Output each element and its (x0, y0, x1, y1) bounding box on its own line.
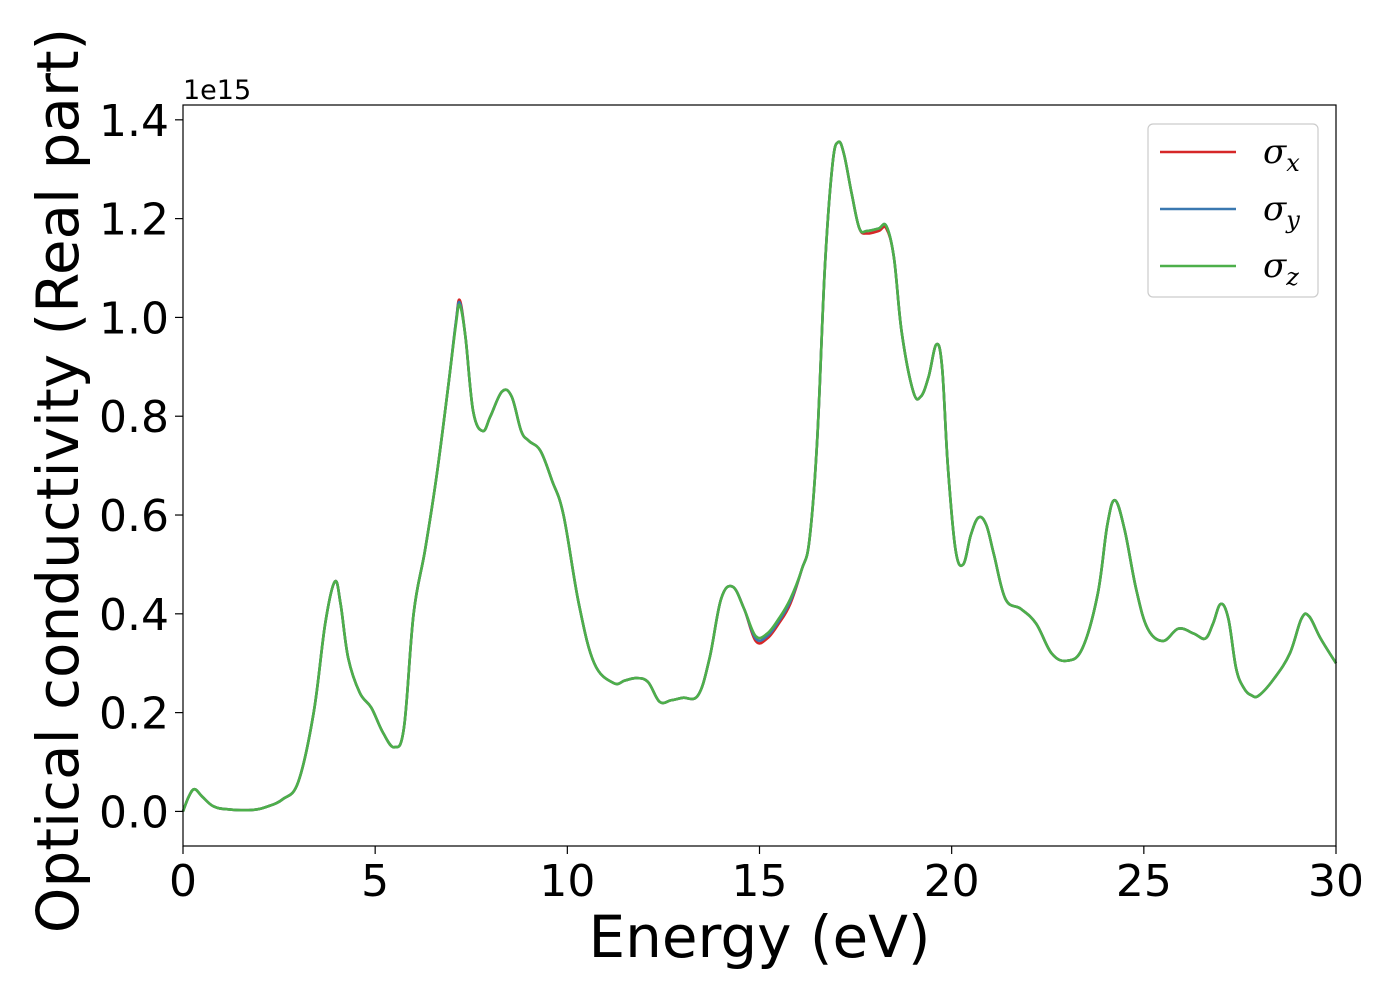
y-offset-label: 1e15 (183, 75, 251, 106)
x-tick-label: 10 (539, 856, 595, 907)
legend-entry-label: σx (1263, 132, 1300, 177)
x-tick-label: 20 (924, 856, 980, 907)
y-tick-label: 0.2 (99, 689, 169, 740)
series-layer (181, 140, 1338, 812)
legend-entry-label: σy (1263, 189, 1300, 234)
x-axis-ticks: 0 5 10 15 20 25 30 (169, 846, 1364, 907)
y-tick-label: 0.6 (99, 491, 169, 542)
legend-entry-label: σz (1263, 246, 1299, 291)
legend-box (1147, 123, 1319, 298)
x-tick-label: 25 (1116, 856, 1172, 907)
x-tick-label: 0 (169, 856, 197, 907)
legend: σx σy σz (1147, 123, 1319, 298)
y-tick-label: 1.0 (99, 293, 169, 344)
x-tick-label: 30 (1308, 856, 1364, 907)
y-tick-label: 1.2 (99, 195, 169, 246)
series-line-sigma-z (181, 140, 1338, 812)
x-tick-label: 5 (361, 856, 389, 907)
y-axis-label: Optical conductivity (Real part) (24, 28, 92, 933)
y-tick-label: 0.0 (99, 787, 169, 838)
y-tick-label: 1.4 (99, 96, 169, 147)
y-axis-ticks: 0.0 0.2 0.4 0.6 0.8 1.0 1.2 1.4 (99, 96, 183, 838)
y-tick-label: 0.4 (99, 590, 169, 641)
x-tick-label: 15 (732, 856, 788, 907)
y-tick-label: 0.8 (99, 392, 169, 443)
x-axis-label: Energy (eV) (588, 903, 930, 971)
